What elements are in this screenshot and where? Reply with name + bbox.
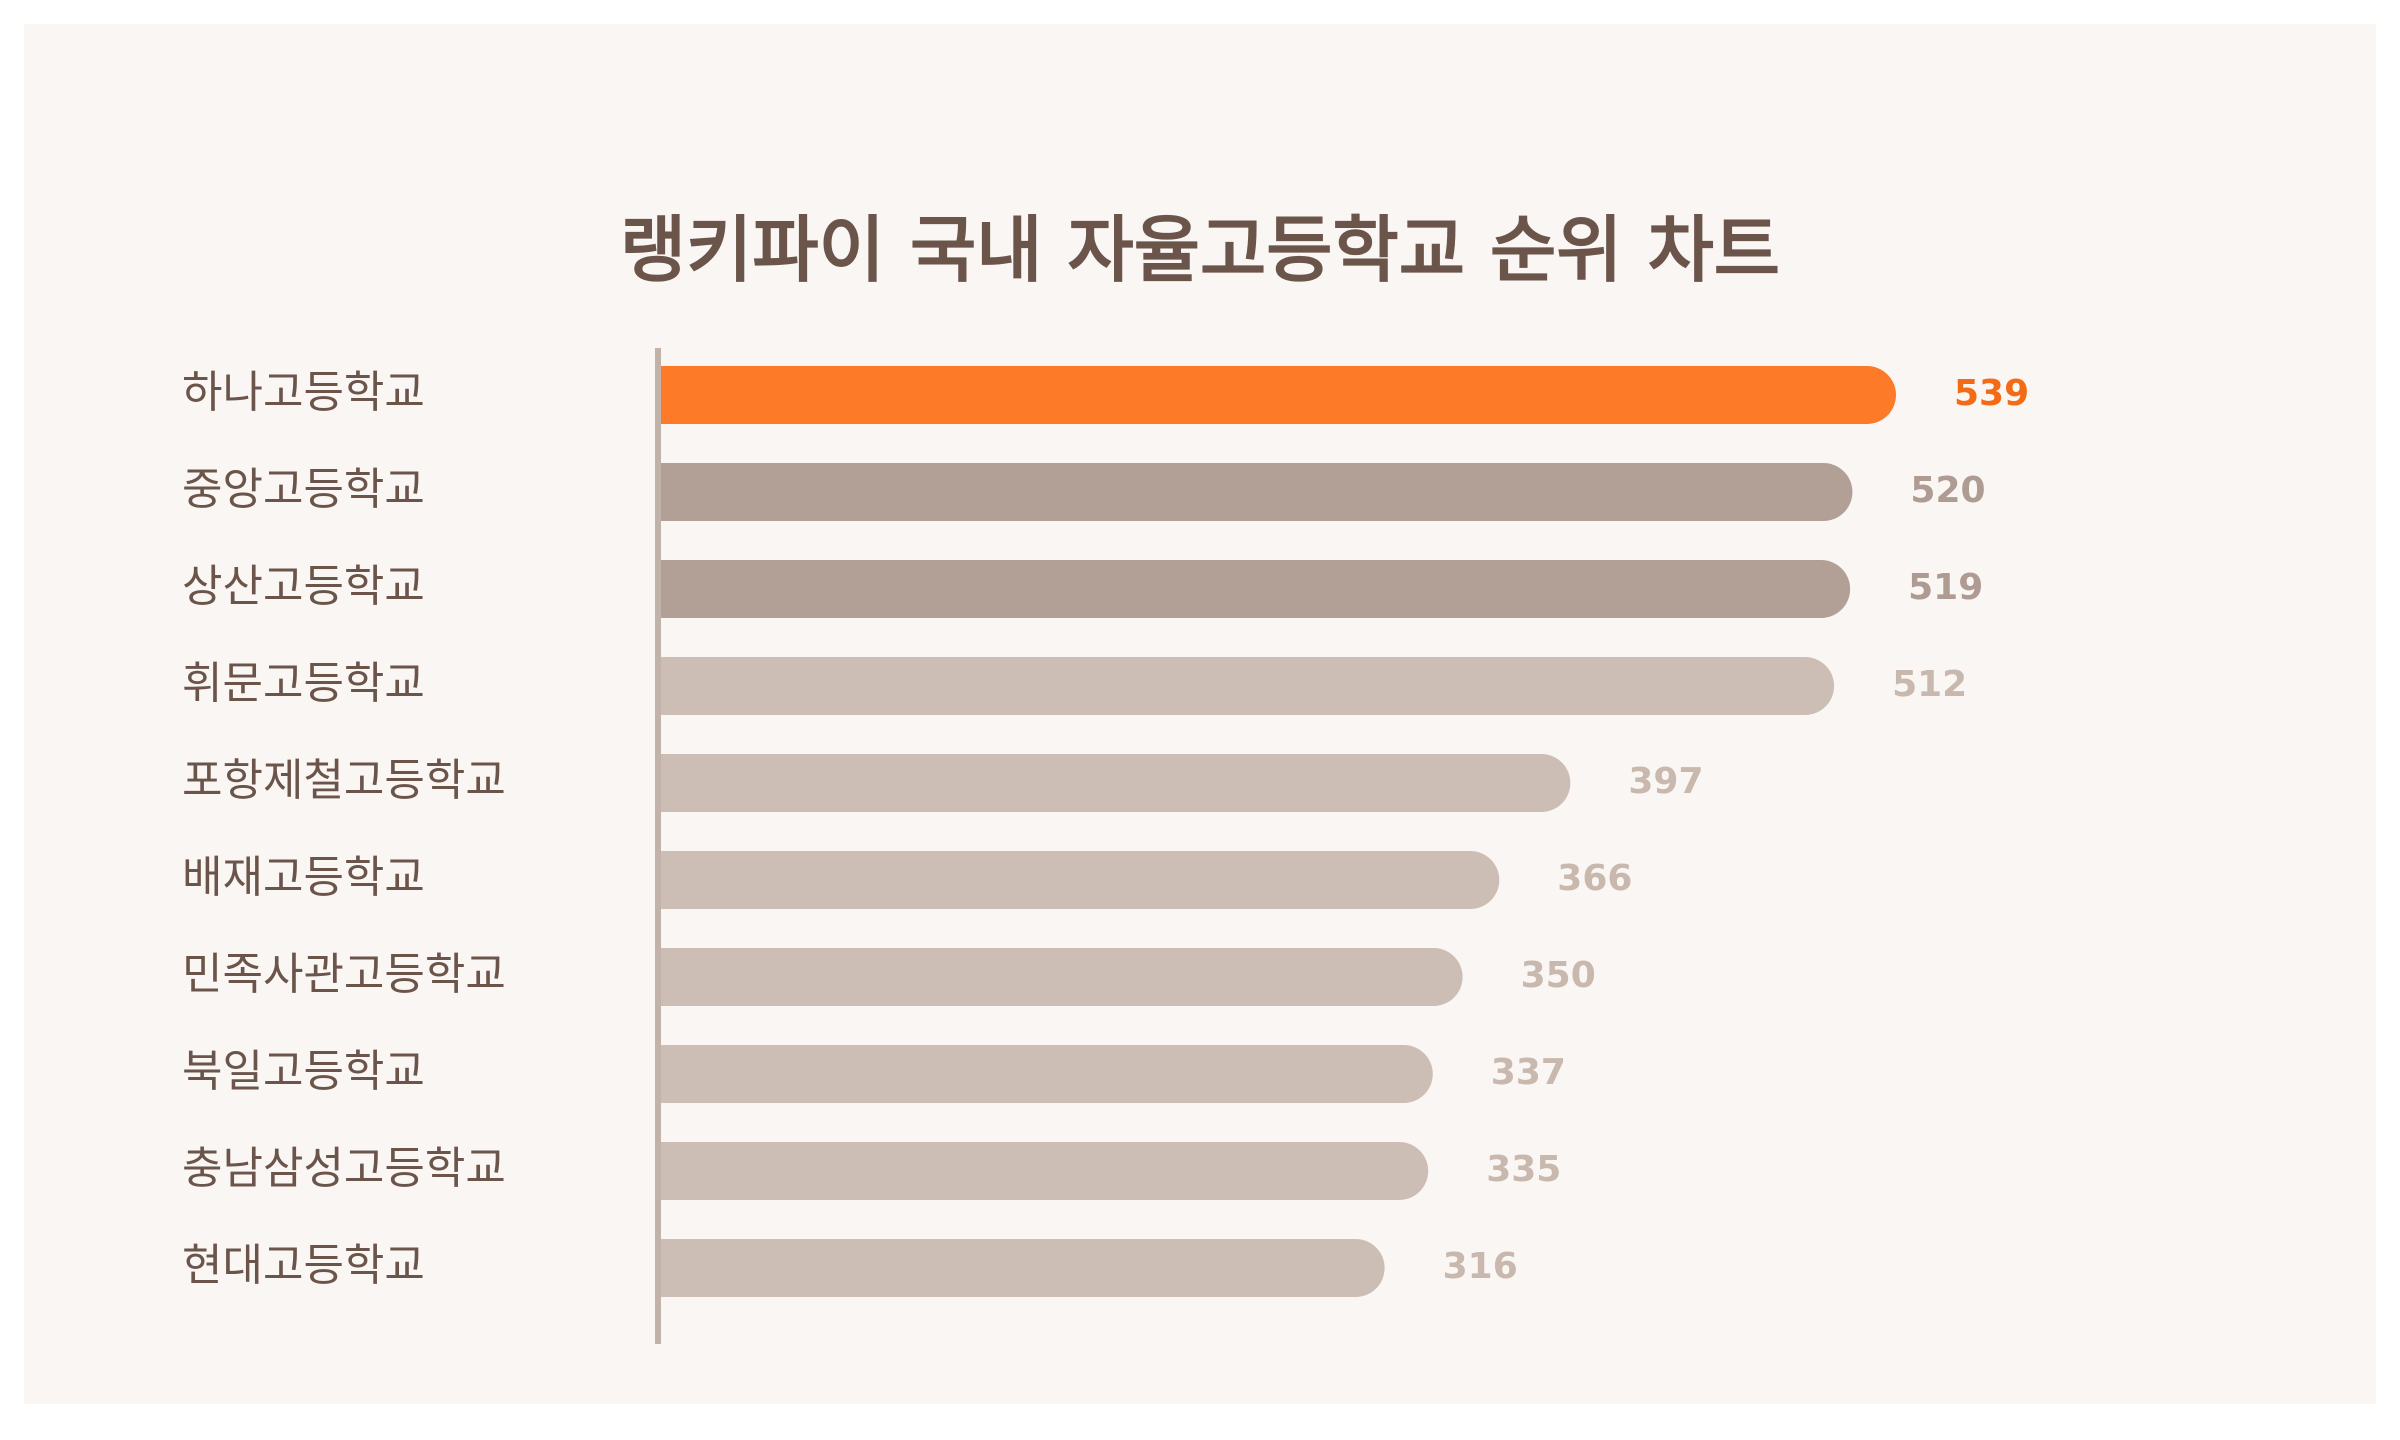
bar (660, 754, 1571, 812)
bar (660, 948, 1463, 1006)
value-label: 350 (1521, 955, 1596, 996)
value-label: 316 (1443, 1246, 1518, 1287)
category-label: 휘문고등학교 (182, 658, 425, 709)
category-label: 포항제철고등학교 (182, 755, 506, 806)
bar (660, 1045, 1433, 1103)
category-label: 현대고등학교 (182, 1240, 425, 1291)
value-label: 520 (1910, 470, 1985, 511)
bar (660, 657, 1835, 715)
y-axis-line (655, 348, 661, 1344)
value-label: 519 (1908, 567, 1983, 608)
bar-chart: 하나고등학교 539 중앙고등학교 520 상산고등학교 519 휘문고등학교 512 포항제철… (182, 348, 2029, 1344)
value-label: 512 (1892, 664, 1967, 705)
bar (660, 1142, 1429, 1200)
bar (660, 560, 1851, 618)
bar (660, 1239, 1385, 1297)
value-label: 335 (1486, 1149, 1561, 1190)
category-label: 하나고등학교 (182, 367, 425, 418)
bar (660, 463, 1853, 521)
category-label: 배재고등학교 (182, 852, 425, 903)
category-label: 상산고등학교 (182, 561, 425, 612)
chart-title: 랭키파이 국내 자율고등학교 순위 차트 (619, 208, 1781, 292)
category-label: 북일고등학교 (182, 1046, 425, 1097)
category-label: 민족사관고등학교 (182, 949, 506, 1000)
value-label: 366 (1557, 858, 1632, 899)
value-label: 397 (1628, 761, 1703, 802)
value-label: 539 (1954, 373, 2029, 414)
category-label: 충남삼성고등학교 (182, 1143, 506, 1194)
value-label: 337 (1491, 1052, 1566, 1093)
bar (660, 366, 1896, 424)
chart-canvas: 랭키파이 국내 자율고등학교 순위 차트 하나고등학교 539 중앙고등학교 520 상… (24, 24, 2376, 1404)
bar (660, 851, 1500, 909)
category-label: 중앙고등학교 (182, 464, 425, 515)
